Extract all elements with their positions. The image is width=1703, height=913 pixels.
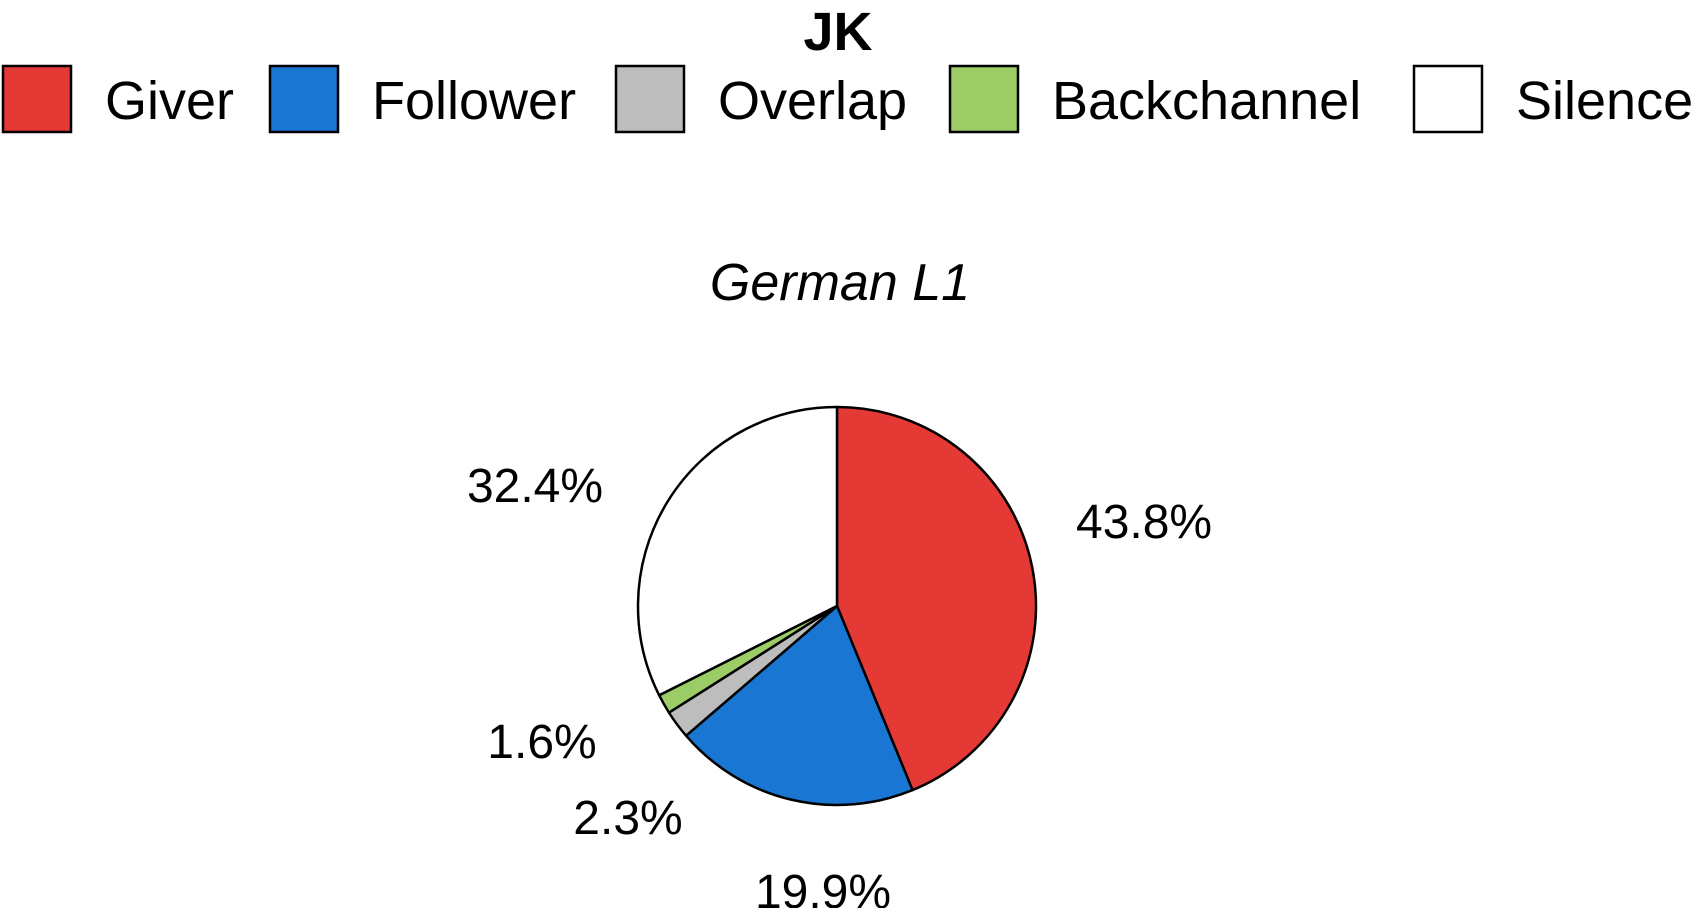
legend-label-overlap: Overlap (718, 71, 907, 131)
legend-swatch-giver (1, 64, 73, 134)
legend-label-silence: Silence (1516, 71, 1693, 131)
value-label-backchannel: 1.6% (487, 716, 596, 769)
pie-slice-giver (835, 405, 1038, 792)
legend-swatch-silence (1412, 64, 1484, 134)
legend-label-follower: Follower (372, 71, 576, 131)
value-label-giver: 43.8% (1076, 496, 1212, 549)
pie-slice-silence (636, 405, 839, 697)
legend-label-backchannel: Backchannel (1052, 71, 1361, 131)
legend-swatch-follower (268, 64, 340, 134)
legend-swatch-overlap (614, 64, 686, 134)
legend-label-giver: Giver (105, 71, 234, 131)
pie-value-labels: 43.8% 19.9% 2.3% 1.6% 32.4% (467, 460, 1212, 913)
chart-title: JK (803, 2, 872, 62)
chart-subtitle: German L1 (710, 254, 970, 312)
legend-swatch-backchannel (948, 64, 1020, 134)
value-label-silence: 32.4% (467, 460, 603, 513)
legend: Giver Follower Overlap Backchannel Silence (1, 64, 1693, 134)
value-label-overlap: 2.3% (573, 792, 682, 845)
value-label-follower: 19.9% (755, 866, 891, 908)
pie-slice-follower (684, 604, 914, 807)
pie-slices (636, 405, 1038, 807)
